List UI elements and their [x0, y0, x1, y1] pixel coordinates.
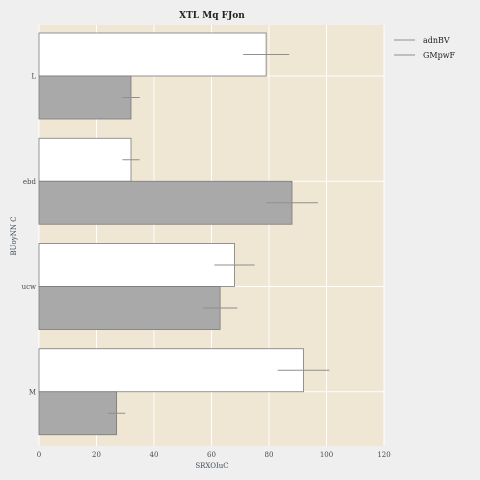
y-tick-label: ebd — [23, 178, 37, 186]
x-tick-label: 40 — [150, 451, 159, 459]
x-tick-label: 120 — [377, 451, 390, 459]
y-tick-label: M — [29, 388, 36, 396]
error-bars-group — [108, 54, 330, 414]
bar-adnBV-L — [38, 32, 267, 77]
y-tick-label: ucw — [22, 283, 36, 291]
bar-adnBV-ucw — [38, 243, 235, 287]
bar-GMpwF-L — [38, 75, 132, 120]
bar-adnBV-M — [38, 348, 304, 393]
x-tick-label: 80 — [265, 451, 274, 459]
chart-title: XTL Mq FJon — [179, 11, 245, 21]
legend: adnBV GMpwF — [394, 36, 456, 60]
bar-GMpwF-M — [38, 391, 118, 436]
x-tick-label: 0 — [37, 451, 41, 459]
legend-label-GMpwF: GMpwF — [423, 51, 456, 60]
legend-label-adnBV: adnBV — [423, 36, 450, 45]
x-tick-label: 60 — [207, 451, 216, 459]
bars-group — [38, 32, 304, 436]
bar-GMpwF-ebd — [38, 180, 293, 225]
y-axis-label: BUoyNN C — [10, 216, 18, 255]
x-tick-label: 20 — [92, 451, 101, 459]
bar-GMpwF-ucw — [38, 286, 221, 330]
y-tick-label: L — [31, 73, 36, 81]
x-tick-label: 100 — [320, 451, 333, 459]
x-axis-label: SRXOIuC — [195, 462, 228, 470]
bar-adnBV-ebd — [38, 137, 132, 182]
x-tick-labels: 0 20 40 60 80 100 120 — [37, 451, 391, 459]
